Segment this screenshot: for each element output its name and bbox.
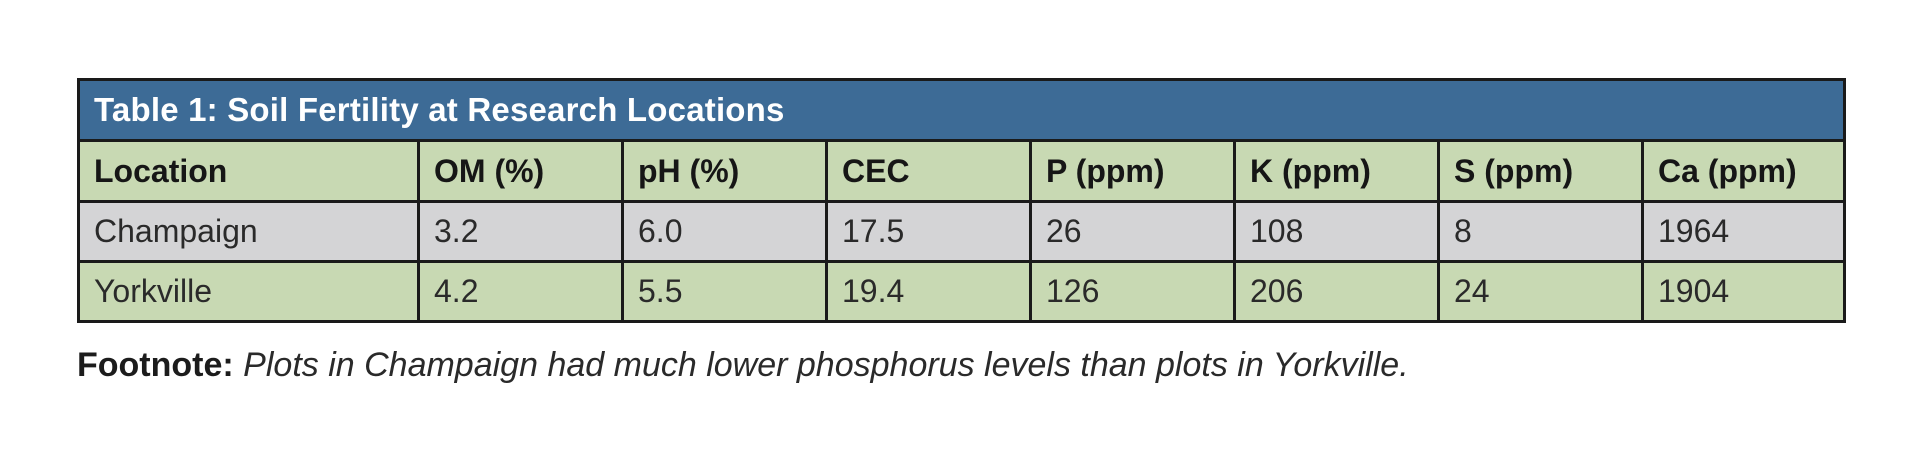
column-header-ph: pH (%) [621, 139, 828, 203]
table-header-row: Location OM (%) pH (%) CEC P (ppm) K (pp… [77, 139, 1847, 203]
cell-cec: 19.4 [825, 260, 1032, 323]
column-header-ca: Ca (ppm) [1640, 139, 1847, 203]
cell-s: 8 [1437, 200, 1644, 263]
cell-ph: 5.5 [621, 260, 828, 323]
table-row: Yorkville 4.2 5.5 19.4 126 206 24 1904 [77, 260, 1847, 323]
cell-ca: 1964 [1640, 200, 1847, 263]
cell-k: 206 [1233, 260, 1440, 323]
column-header-k: K (ppm) [1233, 139, 1440, 203]
cell-p: 126 [1029, 260, 1236, 323]
footnote: Footnote: Plots in Champaign had much lo… [77, 346, 1409, 385]
column-header-location: Location [77, 139, 420, 203]
cell-ca: 1904 [1640, 260, 1847, 323]
cell-k: 108 [1233, 200, 1440, 263]
column-header-cec: CEC [825, 139, 1032, 203]
footnote-label: Footnote: [77, 346, 234, 384]
table-row: Champaign 3.2 6.0 17.5 26 108 8 1964 [77, 200, 1847, 263]
cell-om: 3.2 [417, 200, 624, 263]
cell-om: 4.2 [417, 260, 624, 323]
column-header-om: OM (%) [417, 139, 624, 203]
soil-fertility-table-container: Table 1: Soil Fertility at Research Loca… [76, 78, 1847, 323]
column-header-p: P (ppm) [1029, 139, 1236, 203]
cell-s: 24 [1437, 260, 1644, 323]
soil-fertility-table: Table 1: Soil Fertility at Research Loca… [76, 78, 1847, 323]
cell-location: Champaign [77, 200, 420, 263]
table-title: Table 1: Soil Fertility at Research Loca… [76, 78, 1847, 142]
cell-cec: 17.5 [825, 200, 1032, 263]
table-title-row: Table 1: Soil Fertility at Research Loca… [76, 78, 1847, 142]
cell-p: 26 [1029, 200, 1236, 263]
footnote-text: Plots in Champaign had much lower phosph… [243, 346, 1409, 384]
column-header-s: S (ppm) [1437, 139, 1644, 203]
cell-ph: 6.0 [621, 200, 828, 263]
cell-location: Yorkville [77, 260, 420, 323]
